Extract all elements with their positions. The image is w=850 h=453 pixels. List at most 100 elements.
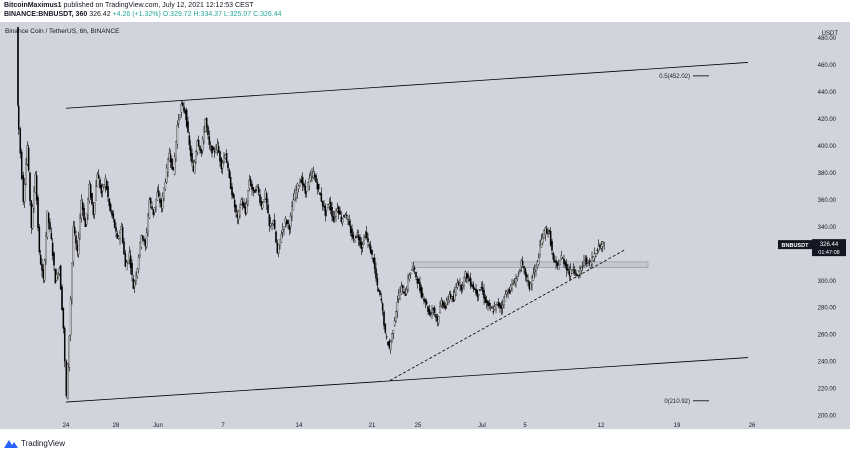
candle-body (576, 274, 579, 276)
candle-body (121, 226, 124, 243)
candle-body (287, 220, 289, 225)
candle-body (551, 241, 553, 251)
candle-body (568, 271, 571, 276)
candle-body (225, 153, 228, 164)
candle-body (249, 178, 252, 186)
candle-body (89, 184, 92, 198)
candle-body (304, 185, 307, 194)
author-name[interactable]: BitcoinMaximus1 (4, 2, 62, 9)
candle-body (281, 228, 284, 233)
candle-body (45, 236, 47, 261)
candle-body (85, 213, 88, 225)
candle-body (561, 257, 564, 260)
candle-body (372, 257, 375, 263)
candle-body (203, 131, 205, 141)
candle-body (223, 156, 225, 162)
candle-body (559, 260, 561, 265)
candle-body (80, 200, 83, 219)
candle-body (536, 261, 539, 267)
candle-body (540, 239, 543, 248)
candle-body (456, 282, 459, 288)
candle-body (171, 158, 173, 170)
tradingview-logo[interactable]: TradingView (4, 439, 65, 448)
symbol-label: BINANCE:BNBUSDT, 360 (4, 11, 88, 18)
candle-body (69, 299, 72, 336)
candle-body (143, 238, 145, 242)
y-tick-label: 240.00 (818, 360, 837, 366)
candle-body (531, 277, 533, 285)
candle-body (311, 173, 313, 176)
candle-body (469, 277, 472, 286)
candle-body (556, 262, 559, 267)
candle-body (480, 287, 483, 289)
candle-body (207, 126, 209, 136)
candle-body (107, 186, 109, 198)
candle-body (22, 175, 25, 202)
candle-body (388, 340, 391, 349)
candle-body (580, 266, 583, 271)
y-tick-label: 340.00 (818, 225, 837, 231)
candle-body (308, 178, 311, 187)
candle-body (233, 199, 236, 208)
candle-body (565, 263, 568, 271)
candle-body (75, 235, 77, 244)
candle-body (359, 237, 361, 246)
candle-body (264, 190, 267, 200)
candle-body (424, 299, 427, 303)
candle-body (547, 232, 549, 235)
candle-body (91, 193, 93, 205)
x-tick-label: 24 (63, 423, 70, 429)
candle-body (533, 269, 536, 272)
candle-body (503, 296, 505, 305)
candle-body (220, 158, 223, 170)
candle-body (41, 263, 43, 271)
candle-body (497, 302, 500, 307)
candle-body (319, 192, 321, 196)
candle-body (552, 253, 555, 260)
candle-body (111, 210, 113, 216)
open-value: O:329.72 (162, 11, 192, 18)
candle-body (453, 292, 456, 301)
candle-body (567, 268, 569, 271)
plot-area[interactable] (0, 22, 806, 429)
candle-body (197, 139, 200, 147)
candle-body (505, 291, 508, 295)
candle-body (555, 260, 557, 264)
candle-body (168, 153, 171, 162)
candle-body (103, 184, 105, 188)
candle-body (361, 244, 364, 248)
candle-body (401, 284, 404, 289)
last-price-tag (812, 239, 846, 257)
x-tick-label: 12 (598, 423, 605, 429)
candle-body (341, 218, 344, 223)
candle-body (148, 199, 151, 218)
candle-body (251, 184, 253, 190)
candle-body (460, 284, 463, 291)
x-tick-label: 21 (369, 423, 376, 429)
candle-body (104, 178, 107, 187)
candle-body (221, 162, 224, 169)
candle-body (437, 316, 440, 324)
candle-body (159, 198, 161, 203)
candle-body (51, 242, 54, 256)
bar-countdown: 01:47:08 (818, 250, 839, 256)
candle-body (587, 260, 589, 264)
candle-body (484, 296, 487, 303)
candle-body (440, 300, 443, 306)
x-tick-label: 5 (523, 423, 527, 429)
candle-body (66, 363, 69, 400)
channel-upper-line (65, 62, 749, 109)
price-axis[interactable] (806, 22, 850, 429)
candle-body (477, 293, 480, 296)
y-tick-label: 400.00 (818, 144, 837, 150)
candle-body (573, 268, 576, 274)
candle-body (128, 252, 131, 259)
candle-body (62, 307, 65, 329)
candle-body (33, 191, 35, 209)
candle-body (247, 190, 249, 202)
candle-body (116, 233, 119, 239)
candle-body (268, 214, 271, 227)
x-tick-label: 19 (674, 423, 681, 429)
candle-body (337, 206, 340, 214)
last-price-value: 326.44 (820, 242, 839, 248)
